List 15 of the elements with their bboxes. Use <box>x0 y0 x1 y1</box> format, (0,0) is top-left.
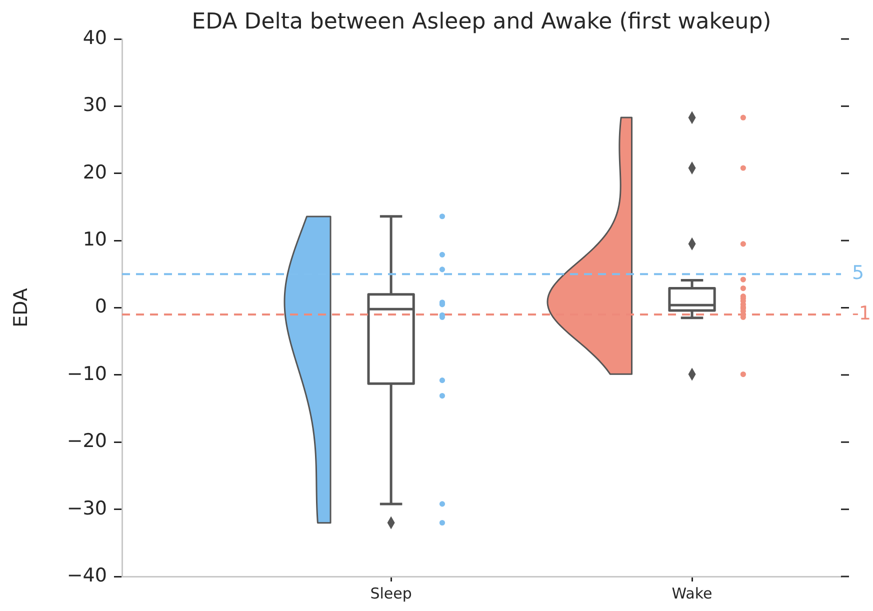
y-tick-label: 40 <box>82 26 107 49</box>
y-tick-label: 30 <box>82 94 107 116</box>
x-tick-label: Sleep <box>370 584 412 602</box>
y-tick-label: 10 <box>82 228 107 250</box>
ref-line-label: 5 <box>852 262 864 284</box>
chart-title: EDA Delta between Asleep and Awake (first wakeup) <box>192 10 772 35</box>
y-tick-label: −30 <box>66 497 107 520</box>
y-tick-label: −20 <box>66 430 107 452</box>
y-axis-title: EDA <box>10 288 32 328</box>
x-tick-label: Wake <box>672 584 712 602</box>
y-tick-label: 20 <box>82 161 107 184</box>
y-tick-label: −10 <box>66 362 107 385</box>
ref-line-label: -1 <box>852 302 871 324</box>
y-tick-label: 0 <box>94 296 107 318</box>
y-tick-label: −40 <box>66 564 107 586</box>
